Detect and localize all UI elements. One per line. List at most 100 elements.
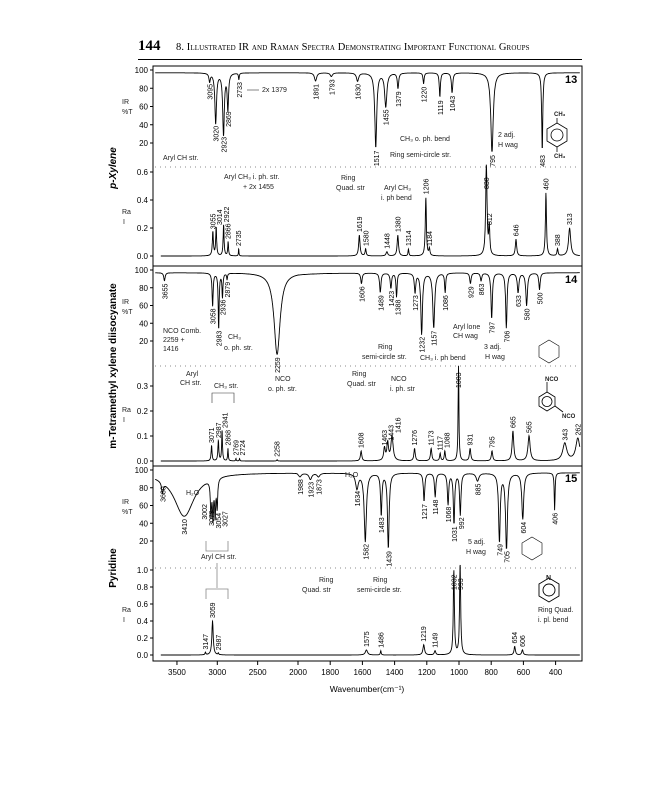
annotation: 2 adj.	[498, 132, 515, 139]
raman-peak-label: 1219	[421, 626, 428, 642]
header-rule	[138, 59, 582, 60]
ra-label: Ra	[122, 407, 131, 414]
raman-peak-label: 1619	[357, 216, 364, 232]
compound-label-13: p-Xylene	[108, 147, 119, 190]
ra-units: I	[123, 417, 125, 424]
ir-peak-label: 3655	[162, 283, 169, 299]
ir-peak-label: 1119	[438, 100, 445, 115]
x-tick-label: 2000	[289, 668, 307, 677]
annotation: NCO	[275, 376, 291, 383]
structure-label: NCO	[545, 377, 559, 383]
ra-label: Ra	[122, 607, 131, 614]
ir-peak-label: 992	[459, 517, 466, 529]
ir-peak-label: 500	[538, 292, 545, 304]
ir-peak-label: 1517	[374, 150, 381, 166]
x-tick-label: 800	[485, 668, 499, 677]
annotation: Ring	[341, 175, 356, 182]
x-tick-label: 2500	[249, 668, 267, 677]
raman-peak-label: 2922	[224, 207, 231, 223]
annotation: Aryl	[186, 371, 199, 378]
annotation: Quad. str	[302, 587, 331, 594]
ir-peak-label: 797	[490, 322, 497, 334]
raman-peak-label: 1608	[359, 432, 366, 448]
ir-peak-label: 3410	[182, 519, 189, 535]
ir-peak-label: 1423	[389, 291, 396, 307]
annotation: CH₃ i. ph bend	[420, 355, 466, 362]
y-tick-label: 1.0	[137, 566, 149, 575]
ir-peak-label: 1582	[363, 544, 370, 560]
ir-peak-label: 1157	[432, 331, 439, 346]
ir-peak-label: 1086	[443, 295, 450, 311]
x-tick-label: 1800	[321, 668, 339, 677]
annotations-13: 2x 1379 Aryl CH str. CH₃ o. ph. bend Rin…	[163, 87, 568, 202]
annotation: 2259 +	[163, 337, 185, 344]
ir-peak-label: 1148	[433, 500, 440, 515]
p-xylene-structure-icon	[546, 118, 568, 152]
annotation: CH str.	[180, 380, 201, 387]
y-tick-label: 80	[139, 284, 148, 293]
raman-peak-label: 1314	[406, 230, 413, 246]
ir-peak-label: 3680	[160, 486, 167, 502]
annotation: 5 adj.	[468, 539, 485, 546]
ir-peak-label: 3020	[214, 126, 221, 142]
annotation: Aryl CH str.	[163, 155, 198, 162]
y-tick-label: 0.0	[137, 457, 149, 466]
annotation: NCO Comb.	[163, 328, 201, 335]
ir-peak-label: 1217	[422, 504, 429, 520]
ir-peak-label: 2879	[225, 282, 232, 298]
ir-peak-label: 2733	[237, 82, 244, 98]
ir-peak-label: 1455	[384, 109, 391, 125]
annotation: o. ph. str.	[268, 386, 297, 393]
annotation: H wag	[466, 549, 486, 556]
raman-peak-label: 931	[468, 434, 475, 446]
x-tick-label: 600	[517, 668, 531, 677]
ir-peak-label: 2923	[222, 137, 229, 153]
ir-units: %T	[122, 109, 133, 116]
raman-peak-label: 565	[527, 421, 534, 433]
ir-peak-label: 1630	[356, 84, 363, 100]
raman-peak-label: 313	[567, 213, 574, 225]
y-tick-label: 80	[139, 84, 148, 93]
annotation: i. pl. bend	[538, 617, 568, 624]
annotations-14: NCO Comb. 2259 + 1416 CH₃ o. ph. str. Ri…	[163, 324, 576, 420]
ir-peak-label: 1273	[413, 295, 420, 311]
y-tick-label: 0.0	[137, 651, 149, 660]
y-tick-label: 40	[139, 121, 148, 130]
ir-peak-label: 580	[525, 308, 532, 320]
ir-peak-label: 3095	[208, 84, 215, 100]
y-tick-label: 0.2	[137, 407, 149, 416]
x-axis-label: Wavenumber(cm⁻¹)	[330, 684, 405, 694]
ir-peak-label: 706	[504, 331, 511, 343]
ir-peak-label: 3079	[209, 510, 216, 526]
annotation: NCO	[391, 376, 407, 383]
diisocyanate-structure-icon	[538, 382, 564, 413]
axes: 100806040200.60.40.20.0100806040200.30.2…	[135, 66, 563, 677]
raman-peak-label: 3059	[210, 602, 217, 618]
raman-spectrum-15	[160, 564, 580, 656]
raman-peak-label: 1575	[364, 631, 371, 647]
y-tick-label: 0.2	[137, 634, 149, 643]
ra-units: I	[123, 219, 125, 226]
plot-frames	[152, 65, 583, 662]
raman-peak-label: 646	[514, 224, 521, 236]
bracket	[205, 541, 229, 552]
annotation: i. ph. str	[390, 386, 416, 393]
y-tick-label: 60	[139, 502, 148, 511]
ir-label: IR	[122, 99, 129, 106]
y-tick-label: 100	[135, 266, 149, 275]
ir-spectrum-15	[154, 472, 580, 549]
raman-peak-label: 1380	[395, 216, 402, 232]
annotation: CH₃ str.	[214, 383, 238, 390]
ir-peak-label: 3002	[202, 504, 209, 520]
annotation: o. ph. str.	[224, 345, 253, 352]
ir-peak-label: 2983	[217, 331, 224, 347]
structure-label: N	[546, 575, 551, 582]
raman-peak-label: 1032	[451, 574, 458, 590]
ir-peak-label: 483	[540, 155, 547, 167]
ir-peak-label: 1379	[396, 91, 403, 107]
compound-label-14: m-Tetramethyl xylene diisocyanate	[108, 283, 119, 449]
annotation: Ring	[373, 577, 388, 584]
ir-peak-label: 863	[479, 284, 486, 296]
plot-frame	[152, 65, 583, 662]
